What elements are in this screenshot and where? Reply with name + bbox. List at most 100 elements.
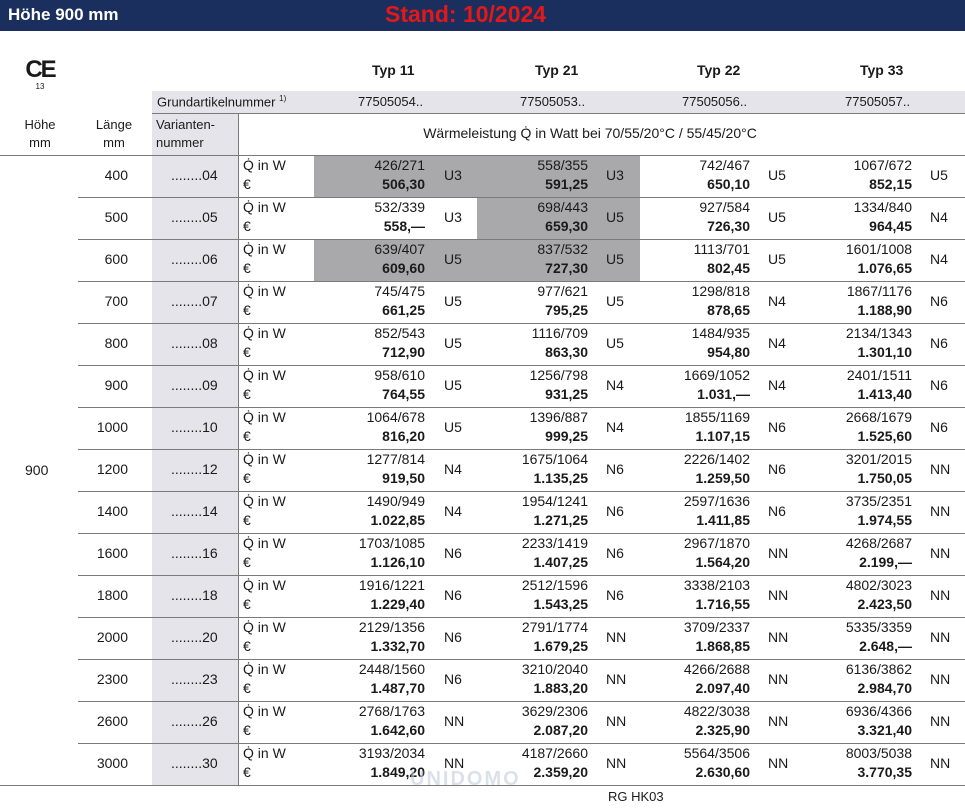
- watt-value: 1490/949: [366, 493, 425, 509]
- row-divider: [78, 533, 965, 534]
- price-value: 1.022,85: [370, 512, 426, 528]
- header-bar: Höhe 900 mm Stand: 10/2024: [0, 0, 965, 31]
- row-divider: [78, 575, 965, 576]
- group-code: N6: [930, 335, 948, 351]
- group-code: U5: [606, 251, 624, 267]
- price-value: 650,10: [707, 176, 750, 192]
- price-value: 1.750,05: [857, 470, 913, 486]
- price-value: 919,50: [382, 470, 425, 486]
- price-value: 2.984,70: [857, 680, 913, 696]
- row-divider: [78, 197, 965, 198]
- row-divider: [78, 323, 965, 324]
- q-label: Q̇ in W: [243, 493, 286, 509]
- watt-value: 5564/3506: [683, 745, 750, 761]
- watermark: UNIDOMO: [410, 768, 521, 790]
- article-number-33: 77505057..: [845, 94, 911, 109]
- watt-value: 1067/672: [853, 157, 912, 173]
- price-value: 1.525,60: [857, 428, 913, 444]
- eur-label: €: [243, 260, 251, 276]
- price-value: 802,45: [707, 260, 750, 276]
- watt-value: 1064/678: [366, 409, 425, 425]
- group-code: N6: [444, 587, 462, 603]
- row-divider: [78, 239, 965, 240]
- price-value: 764,55: [382, 386, 425, 402]
- watt-value: 2668/1679: [845, 409, 912, 425]
- ce-mark-icon: CE 13: [25, 56, 56, 92]
- watt-value: 4268/2687: [845, 535, 912, 551]
- price-value: 1.259,50: [695, 470, 751, 486]
- price-value: 1.031,—: [697, 386, 750, 402]
- price-value: 878,65: [707, 302, 750, 318]
- price-value: 2.087,20: [533, 722, 589, 738]
- price-value: 1.487,70: [370, 680, 426, 696]
- price-value: 999,25: [545, 428, 588, 444]
- price-value: 2.199,—: [859, 554, 912, 570]
- group-code: NN: [768, 671, 789, 687]
- price-value: 1.301,10: [857, 344, 913, 360]
- group-code: U5: [606, 293, 624, 309]
- price-value: 816,20: [382, 428, 425, 444]
- shaded-cell: [314, 240, 477, 281]
- price-value: 1.564,20: [695, 554, 751, 570]
- row-divider: [78, 365, 965, 366]
- grundartikel-row: [152, 91, 965, 113]
- row-divider: [78, 281, 965, 282]
- watt-value: 5335/3359: [845, 619, 912, 635]
- group-code: NN: [606, 755, 627, 771]
- watt-value: 2233/1419: [521, 535, 588, 551]
- variant-number: ........06: [171, 251, 218, 267]
- group-code: N4: [768, 377, 786, 393]
- price-value: 795,25: [545, 302, 588, 318]
- length-value: 2600: [96, 713, 128, 729]
- row-divider: [78, 617, 965, 618]
- q-label: Q̇ in W: [243, 325, 286, 341]
- group-code: N4: [606, 377, 624, 393]
- group-code: NN: [930, 671, 951, 687]
- eur-label: €: [243, 596, 251, 612]
- table-bottom-line: [0, 785, 965, 786]
- group-code: N6: [444, 545, 462, 561]
- group-code: NN: [930, 713, 951, 729]
- price-value: 659,30: [545, 218, 588, 234]
- watt-value: 3709/2337: [683, 619, 750, 635]
- row-divider: [78, 701, 965, 702]
- waermeleistung-header: Wärmeleistung Q̇ in Watt bei 70/55/20°C …: [423, 125, 757, 141]
- watt-value: 6136/3862: [845, 661, 912, 677]
- q-label: Q̇ in W: [243, 199, 286, 215]
- price-value: 1.107,15: [695, 428, 751, 444]
- row-divider: [78, 659, 965, 660]
- price-value: 1.411,85: [696, 512, 750, 528]
- shaded-cell: [314, 156, 477, 197]
- eur-label: €: [243, 470, 251, 486]
- eur-label: €: [243, 218, 251, 234]
- table-top-line: [0, 155, 965, 156]
- group-code: N4: [444, 461, 462, 477]
- price-value: 2.359,20: [533, 764, 589, 780]
- watt-value: 958/610: [374, 367, 425, 383]
- group-code: N4: [768, 293, 786, 309]
- price-value: 1.974,55: [857, 512, 913, 528]
- price-value: 1.413,40: [857, 386, 913, 402]
- group-code: NN: [768, 629, 789, 645]
- price-value: 1.679,25: [533, 638, 589, 654]
- group-code: N6: [606, 545, 624, 561]
- group-code: U5: [444, 251, 462, 267]
- page-title: Höhe 900 mm: [8, 5, 119, 24]
- eur-label: €: [243, 428, 251, 444]
- variant-number: ........30: [171, 755, 218, 771]
- group-code: N6: [444, 671, 462, 687]
- group-code: NN: [768, 755, 789, 771]
- group-code: U5: [444, 377, 462, 393]
- group-code: U5: [768, 209, 786, 225]
- price-value: 1.642,60: [370, 722, 426, 738]
- watt-value: 8003/5038: [845, 745, 912, 761]
- variant-number: ........26: [171, 713, 218, 729]
- group-code: NN: [930, 629, 951, 645]
- group-code: U5: [606, 209, 624, 225]
- price-value: 1.188,90: [857, 302, 913, 318]
- watt-value: 2512/1596: [521, 577, 588, 593]
- group-code: U5: [444, 335, 462, 351]
- group-code: NN: [444, 713, 465, 729]
- price-value: 712,90: [382, 344, 425, 360]
- watt-value: 4802/3023: [845, 577, 912, 593]
